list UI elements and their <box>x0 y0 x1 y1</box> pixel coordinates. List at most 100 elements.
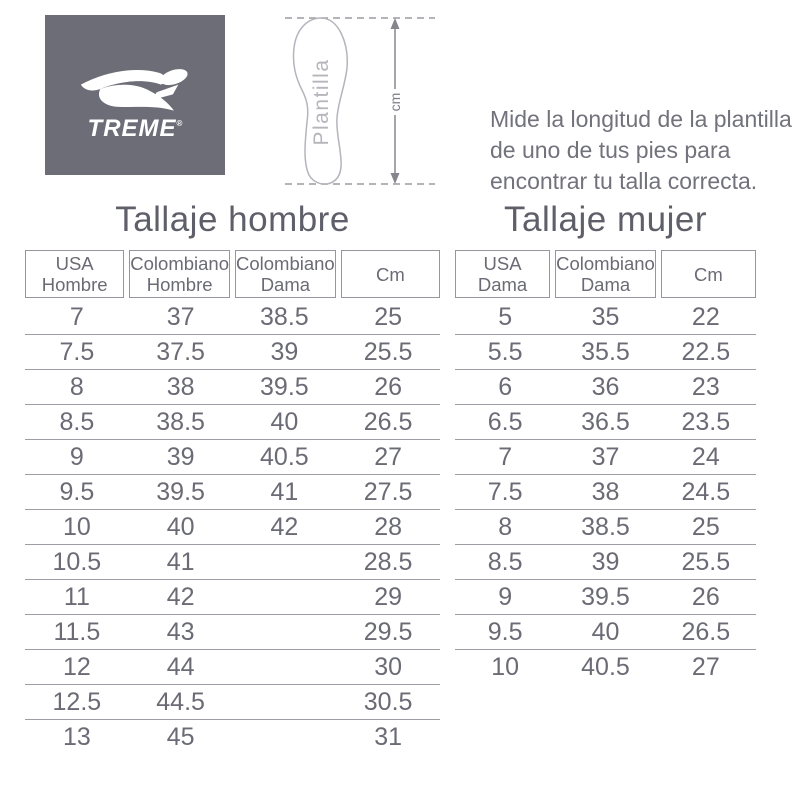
size-cell: 22 <box>691 302 720 331</box>
size-cell: 12.5 <box>52 687 102 716</box>
table-row: 10.5 41 28.5 <box>25 545 440 580</box>
insole-label: Plantilla <box>310 58 333 145</box>
table-row: 7 37 24 <box>455 440 756 475</box>
table-row: 8 38 39.5 26 <box>25 370 440 405</box>
size-cell: 24 <box>691 442 720 471</box>
insole-measure-diagram: Plantilla cm <box>285 10 435 192</box>
size-cell: 10 <box>491 652 520 681</box>
size-cell: 40.5 <box>581 652 630 681</box>
size-cell: 29 <box>374 582 403 611</box>
size-cell: 6 <box>498 372 513 401</box>
size-cell: 36 <box>591 372 620 401</box>
size-cell: 40 <box>270 407 299 436</box>
size-cell: 35.5 <box>581 337 630 366</box>
size-cell: 10.5 <box>52 547 102 576</box>
table-row: 11 42 29 <box>25 580 440 615</box>
size-cell: 28.5 <box>363 547 413 576</box>
size-cell: 39.5 <box>156 477 205 506</box>
measure-instruction: Mide la longitud de la plantilla de uno … <box>490 106 792 194</box>
size-cell: 8 <box>69 372 84 401</box>
size-cell: 39 <box>591 547 620 576</box>
size-cell: 26 <box>374 372 403 401</box>
women-table-title: Tallaje mujer <box>504 200 707 239</box>
table-row: 5 35 22 <box>455 300 756 335</box>
size-cell: 39.5 <box>581 582 630 611</box>
column-header: USA Dama <box>455 250 551 298</box>
size-cell: 10 <box>62 512 91 541</box>
size-cell: 11.5 <box>53 617 101 646</box>
table-row: 7.5 37.5 39 25.5 <box>25 335 440 370</box>
women-table-header: USA Dama Colombiano Dama Cm <box>455 250 756 298</box>
size-cell: 25 <box>374 302 403 331</box>
size-cell: 9 <box>69 442 84 471</box>
size-cell: 44.5 <box>156 687 205 716</box>
registered-mark: ® <box>176 119 183 128</box>
men-table-title: Tallaje hombre <box>115 200 350 239</box>
table-row: 8.5 39 25.5 <box>455 545 756 580</box>
size-cell: 30 <box>374 652 403 681</box>
size-cell: 26.5 <box>681 617 731 646</box>
size-cell: 38.5 <box>581 512 630 541</box>
size-cell: 37 <box>591 442 620 471</box>
column-header: Colombiano Dama <box>235 250 336 298</box>
size-cell: 38 <box>591 477 620 506</box>
brand-text: TREME <box>87 115 177 142</box>
size-cell: 11 <box>63 582 90 611</box>
size-cell: 45 <box>166 722 195 751</box>
size-cell: 41 <box>166 547 195 576</box>
size-cell: 7.5 <box>487 477 523 506</box>
size-cell: 30.5 <box>363 687 413 716</box>
table-row: 7.5 38 24.5 <box>455 475 756 510</box>
size-cell: 40 <box>591 617 620 646</box>
size-cell: 26 <box>691 582 720 611</box>
table-row: 10 40.5 27 <box>455 650 756 684</box>
men-size-table: Tallaje hombre USA Hombre Colombiano Homb… <box>25 200 440 754</box>
size-cell: 38.5 <box>260 302 309 331</box>
table-row: 7 37 38.5 25 <box>25 300 440 335</box>
size-cell: 12 <box>62 652 91 681</box>
table-row: 9.5 40 26.5 <box>455 615 756 650</box>
size-cell: 37.5 <box>156 337 205 366</box>
size-cell: 38.5 <box>156 407 205 436</box>
table-row: 9 39 40.5 27 <box>25 440 440 475</box>
size-cell: 29.5 <box>363 617 413 646</box>
table-row: 12 44 30 <box>25 650 440 685</box>
unit-label: cm <box>387 93 403 112</box>
size-cell: 39 <box>270 337 299 366</box>
size-cell: 41 <box>270 477 299 506</box>
size-cell: 42 <box>270 512 299 541</box>
size-cell: 5 <box>498 302 513 331</box>
size-cell: 39.5 <box>260 372 309 401</box>
table-row: 12.5 44.5 30.5 <box>25 685 440 720</box>
column-header: Colombiano Dama <box>555 250 656 298</box>
size-cell: 25 <box>691 512 720 541</box>
size-cell: 35 <box>591 302 620 331</box>
table-row: 6 36 23 <box>455 370 756 405</box>
column-header: USA Hombre <box>25 250 125 298</box>
size-cell: 44 <box>166 652 195 681</box>
men-table-body: 7 37 38.5 25 7.5 37.5 39 25.5 8 38 39.5 26 8.5 38.5 40… <box>25 300 440 754</box>
size-cell: 13 <box>62 722 91 751</box>
women-table-body: 5 35 22 5.5 35.5 22.5 6 36 23 6.5 36.5 23.5 7 37 24 7.5… <box>455 300 756 684</box>
size-cell: 7.5 <box>59 337 95 366</box>
insole-outline <box>292 17 348 185</box>
size-cell: 5.5 <box>487 337 523 366</box>
men-table-header: USA Hombre Colombiano Hombre Colombiano Da… <box>25 250 440 298</box>
size-cell: 36.5 <box>581 407 630 436</box>
size-cell: 23 <box>691 372 720 401</box>
size-cell: 23.5 <box>681 407 731 436</box>
column-header: Cm <box>340 250 440 298</box>
size-cell: 24.5 <box>681 477 731 506</box>
xtreme-swoosh-icon <box>80 69 188 111</box>
arrowhead-down-icon <box>390 173 400 184</box>
size-cell: 8.5 <box>487 547 523 576</box>
size-cell: 6.5 <box>487 407 523 436</box>
women-size-table: Tallaje mujer USA Dama Colombiano Dama Cm … <box>455 200 756 684</box>
size-cell: 26.5 <box>363 407 413 436</box>
size-cell: 37 <box>166 302 195 331</box>
table-row: 8.5 38.5 40 26.5 <box>25 405 440 440</box>
column-header: Cm <box>660 250 756 298</box>
table-row: 11.5 43 29.5 <box>25 615 440 650</box>
size-cell: 9.5 <box>59 477 95 506</box>
table-row: 13 45 31 <box>25 720 440 754</box>
